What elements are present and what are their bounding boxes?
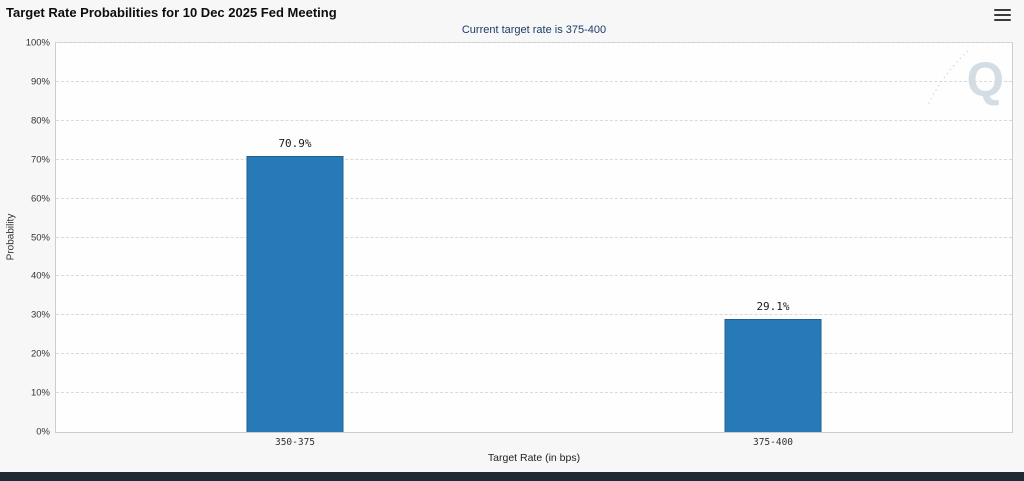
gridline <box>56 119 1012 121</box>
gridline <box>56 314 1012 316</box>
y-tick-label: 60% <box>30 193 50 205</box>
x-tick-label: 375-400 <box>752 437 794 448</box>
gridline <box>56 42 1012 43</box>
gridline <box>56 353 1012 355</box>
gridline <box>56 236 1012 238</box>
y-tick-label: 40% <box>30 270 50 282</box>
hamburger-line <box>994 14 1011 16</box>
gridline <box>56 80 1012 82</box>
gridline <box>56 392 1012 394</box>
watermark-swoosh-icon <box>927 50 969 106</box>
y-tick-label: 10% <box>30 387 50 399</box>
probability-bar-350-375[interactable] <box>246 156 344 432</box>
gridline <box>56 275 1012 277</box>
plot-area: Q 0% 10% 20% 30% 40% 50% 60% 70% 80% 90% 100% 70.9%… <box>26 38 1013 448</box>
bar-value-label: 29.1% <box>756 299 790 313</box>
y-tick-label: 90% <box>30 76 50 88</box>
y-tick-label: 50% <box>30 232 50 243</box>
chart-subtitle: Current target rate is 375-400 <box>461 24 607 36</box>
x-axis-title: Target Rate (in bps) <box>487 452 581 464</box>
bottom-bar <box>0 472 1024 481</box>
bar-value-label: 70.9% <box>278 137 312 151</box>
hamburger-line <box>994 19 1011 21</box>
y-tick-label: 80% <box>30 115 50 127</box>
hamburger-line <box>994 9 1011 11</box>
probability-bar-375-400[interactable] <box>724 318 822 432</box>
y-tick-label: 30% <box>30 309 50 321</box>
x-tick-label: 350-375 <box>274 437 316 448</box>
y-tick-label: 20% <box>30 348 50 360</box>
y-tick-label: 70% <box>30 154 50 166</box>
hamburger-menu-icon[interactable] <box>994 9 1011 24</box>
chart-title: Target Rate Probabilities for 10 Dec 202… <box>6 5 337 20</box>
gridline <box>56 158 1012 160</box>
y-axis-title: Probability <box>5 213 17 261</box>
y-tick-label: 100% <box>25 37 50 49</box>
y-tick-label: 0% <box>36 426 50 438</box>
gridline <box>56 197 1012 199</box>
